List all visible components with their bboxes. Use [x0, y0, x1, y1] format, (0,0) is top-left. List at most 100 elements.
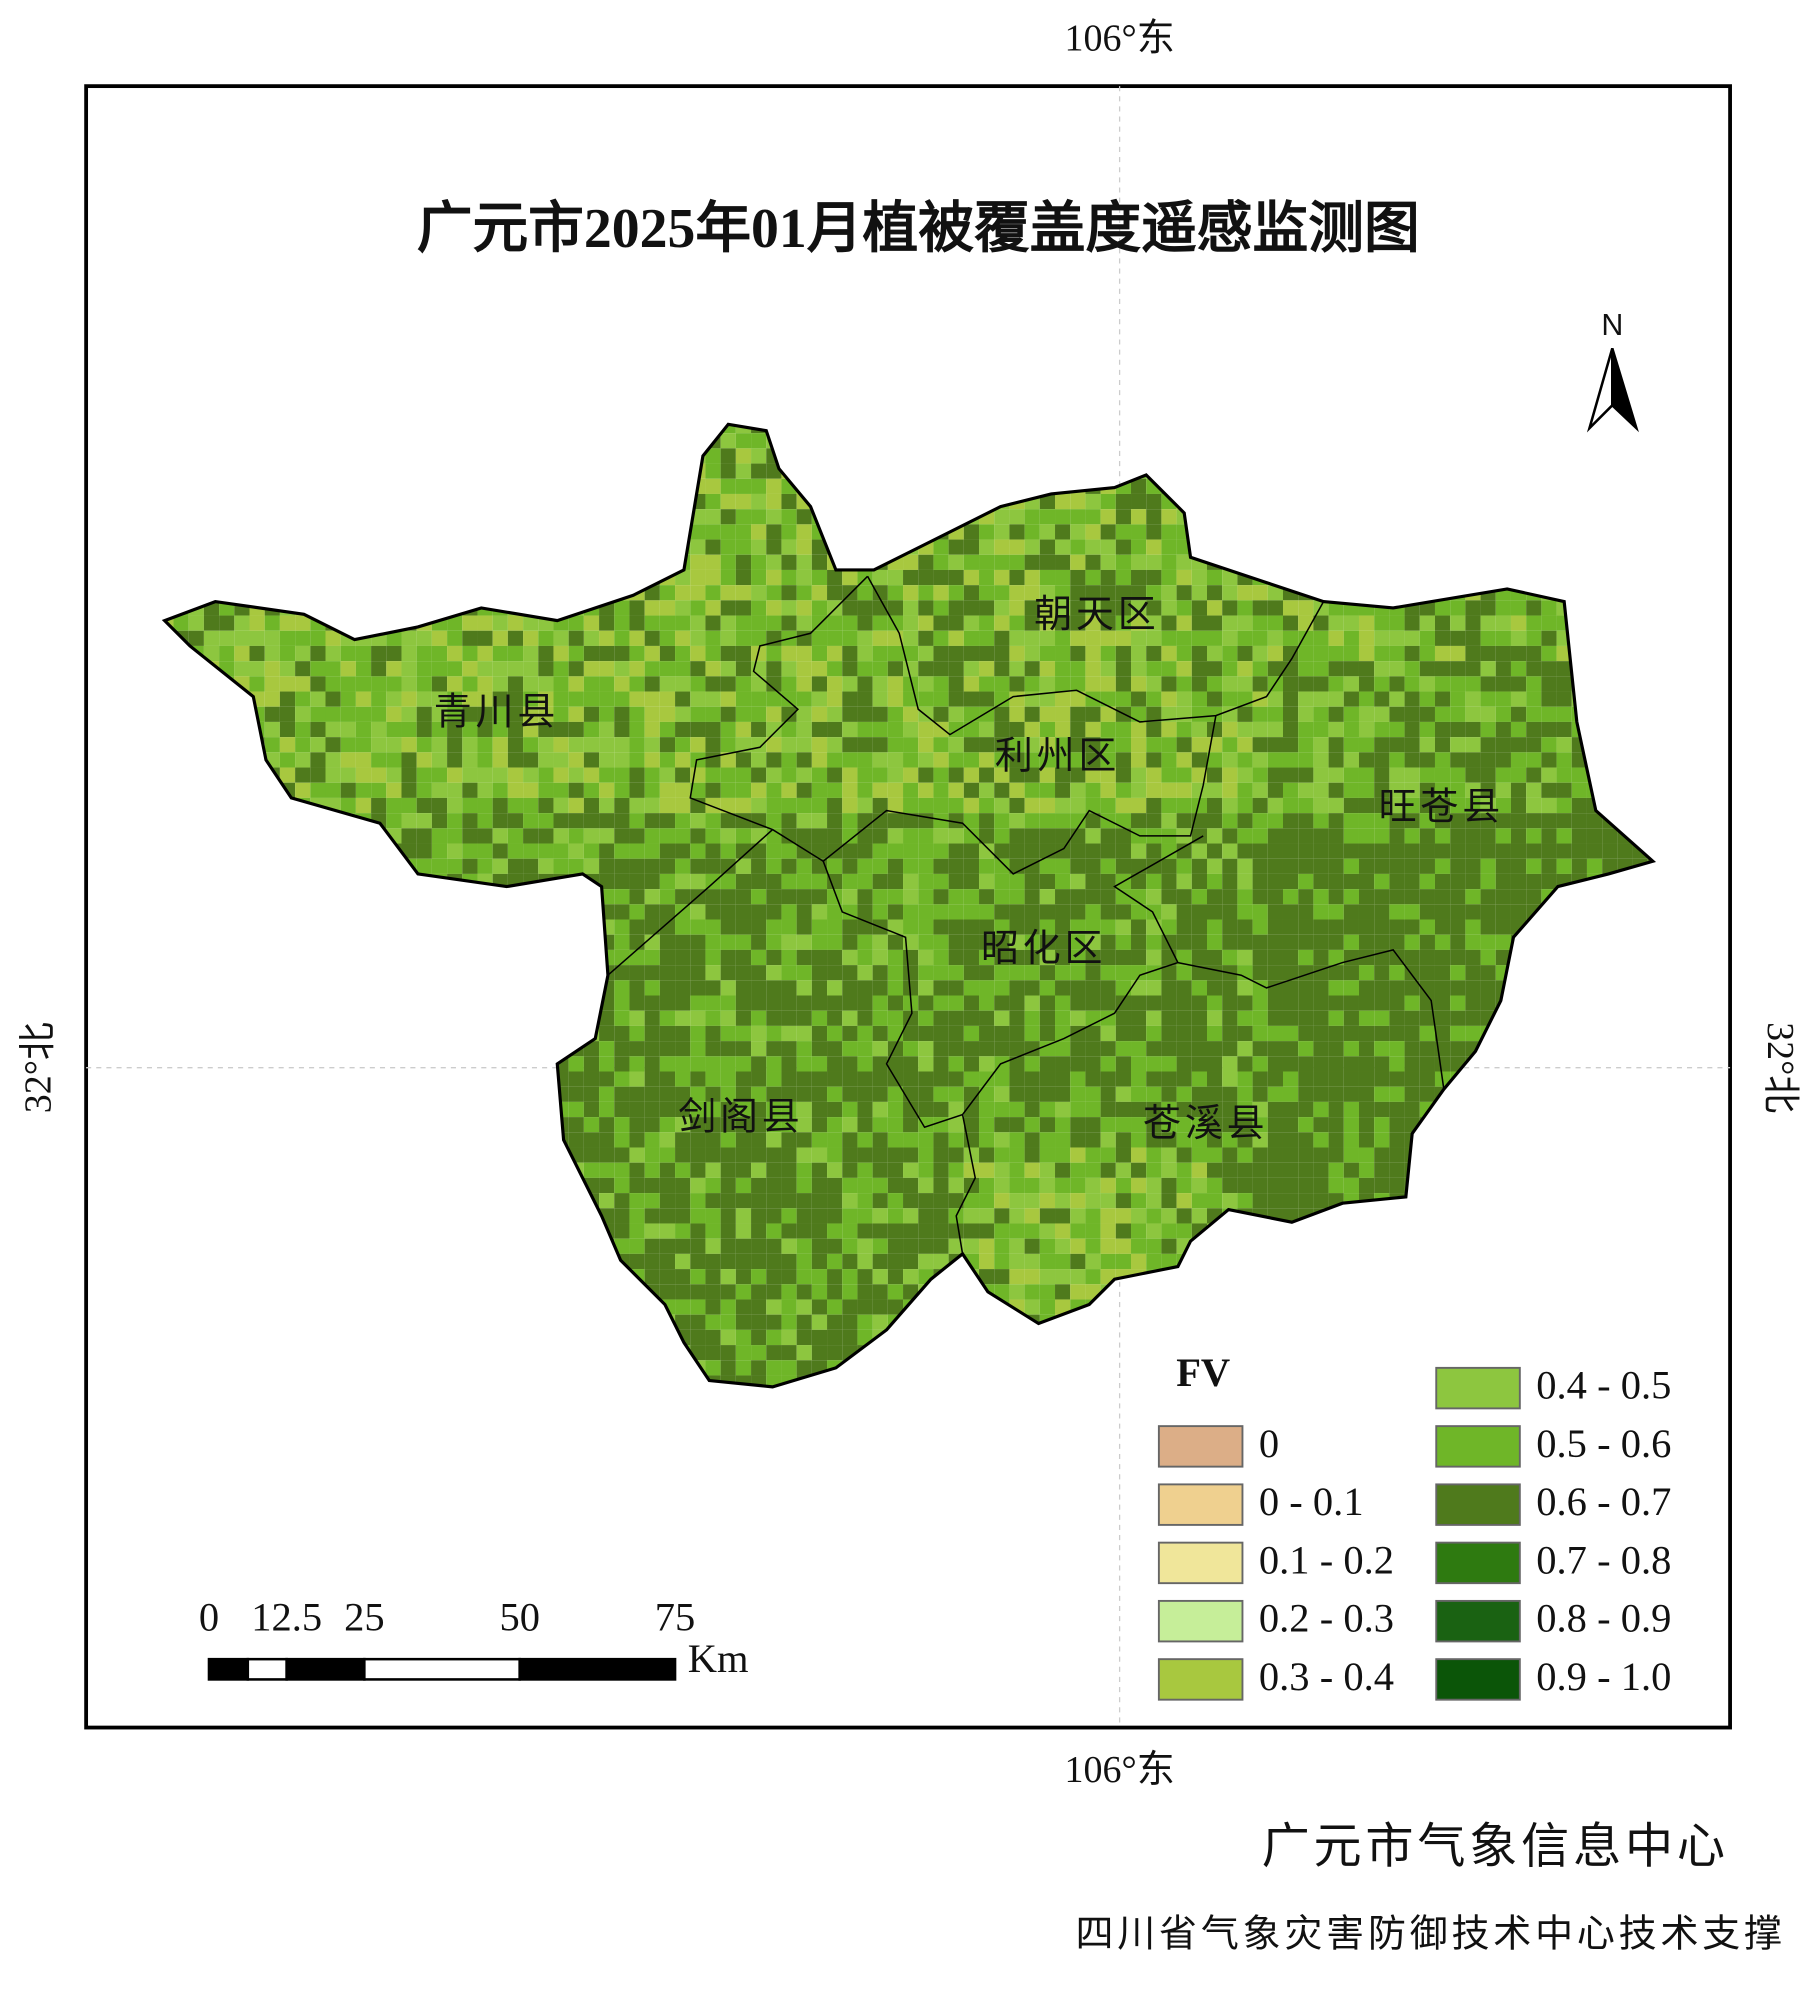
map-cell — [219, 493, 235, 510]
map-cell — [948, 1025, 964, 1042]
map-cell — [1632, 949, 1648, 966]
map-cell — [1085, 569, 1101, 586]
map-cell — [918, 645, 934, 662]
map-cell — [1039, 433, 1056, 449]
map-cell — [264, 1025, 280, 1042]
map-cell — [538, 524, 554, 540]
map-cell — [1434, 858, 1451, 874]
map-cell — [1313, 676, 1329, 692]
map-cell — [1495, 463, 1511, 479]
map-cell — [264, 995, 280, 1011]
map-cell — [796, 600, 812, 616]
map-cell — [188, 1071, 204, 1087]
map-cell — [1602, 1147, 1618, 1163]
map-cell — [1632, 539, 1648, 555]
map-cell — [1222, 949, 1238, 966]
map-cell — [1146, 1010, 1162, 1026]
map-cell — [1419, 873, 1435, 890]
map-cell — [705, 1071, 721, 1087]
map-cell — [249, 919, 265, 935]
map-cell — [1039, 782, 1056, 798]
map-cell — [340, 493, 356, 510]
map-cell — [720, 721, 736, 738]
map-cell — [994, 1162, 1010, 1178]
map-cell — [751, 1117, 767, 1133]
map-cell — [1055, 995, 1071, 1011]
map-cell — [325, 965, 341, 981]
map-cell — [553, 965, 569, 981]
map-cell — [1039, 645, 1056, 662]
map-cell — [1434, 554, 1451, 570]
map-cell — [462, 1101, 478, 1118]
map-cell — [492, 797, 508, 814]
map-cell — [781, 767, 797, 783]
map-cell — [1602, 1086, 1618, 1102]
map-cell — [1298, 949, 1314, 966]
map-cell — [1070, 524, 1086, 540]
map-cell — [173, 1086, 189, 1102]
map-cell — [1131, 1056, 1147, 1072]
map-cell — [1085, 554, 1101, 570]
map-cell — [386, 509, 402, 525]
map-cell — [1176, 813, 1192, 829]
map-cell — [1571, 1162, 1587, 1178]
map-cell — [1039, 797, 1056, 814]
map-cell — [1328, 661, 1344, 677]
map-cell — [1632, 569, 1648, 586]
map-cell — [948, 676, 964, 692]
map-cell — [1176, 554, 1192, 570]
map-cell — [1267, 554, 1283, 570]
map-cell — [1085, 706, 1101, 722]
map-cell — [386, 478, 402, 494]
map-cell — [735, 934, 752, 950]
map-cell — [1313, 691, 1329, 707]
map-cell — [903, 721, 919, 738]
map-cell — [1450, 433, 1466, 449]
map-cell — [1085, 980, 1101, 996]
map-cell — [842, 661, 858, 677]
map-cell — [249, 1086, 265, 1102]
map-cell — [1298, 1086, 1314, 1102]
map-cell — [1556, 904, 1572, 920]
map-cell — [568, 661, 584, 677]
map-cell — [1374, 995, 1390, 1011]
map-cell — [568, 767, 584, 783]
map-cell — [371, 615, 387, 631]
map-cell — [690, 600, 706, 616]
map-cell — [325, 661, 341, 677]
map-cell — [1313, 889, 1329, 905]
map-cell — [1237, 1101, 1253, 1118]
map-cell — [857, 615, 873, 631]
map-cell — [1252, 433, 1268, 449]
map-cell — [1374, 448, 1390, 464]
map-cell — [644, 600, 660, 616]
map-cell — [963, 828, 980, 844]
map-cell — [1313, 615, 1329, 631]
map-cell — [1541, 1056, 1557, 1072]
map-cell — [1024, 889, 1040, 905]
map-cell — [1602, 1071, 1618, 1087]
map-cell — [1176, 904, 1192, 920]
map-cell — [599, 645, 615, 662]
map-cell — [811, 1071, 828, 1087]
map-cell — [1313, 448, 1329, 464]
map-cell — [766, 873, 782, 890]
map-cell — [462, 1025, 478, 1042]
map-cell — [659, 873, 676, 890]
map-cell — [219, 1025, 235, 1042]
map-cell — [1465, 843, 1481, 859]
map-cell — [279, 1147, 296, 1163]
map-cell — [948, 691, 964, 707]
map-cell — [371, 737, 387, 753]
map-cell — [1586, 889, 1603, 905]
map-cell — [827, 904, 843, 920]
map-cell — [203, 843, 220, 859]
map-cell — [507, 980, 524, 996]
map-cell — [1617, 1071, 1633, 1087]
map-cell — [705, 873, 721, 890]
map-cell — [827, 813, 843, 829]
map-cell — [1419, 1086, 1435, 1102]
map-cell — [1131, 843, 1147, 859]
map-cell — [1343, 721, 1359, 738]
map-cell — [553, 980, 569, 996]
